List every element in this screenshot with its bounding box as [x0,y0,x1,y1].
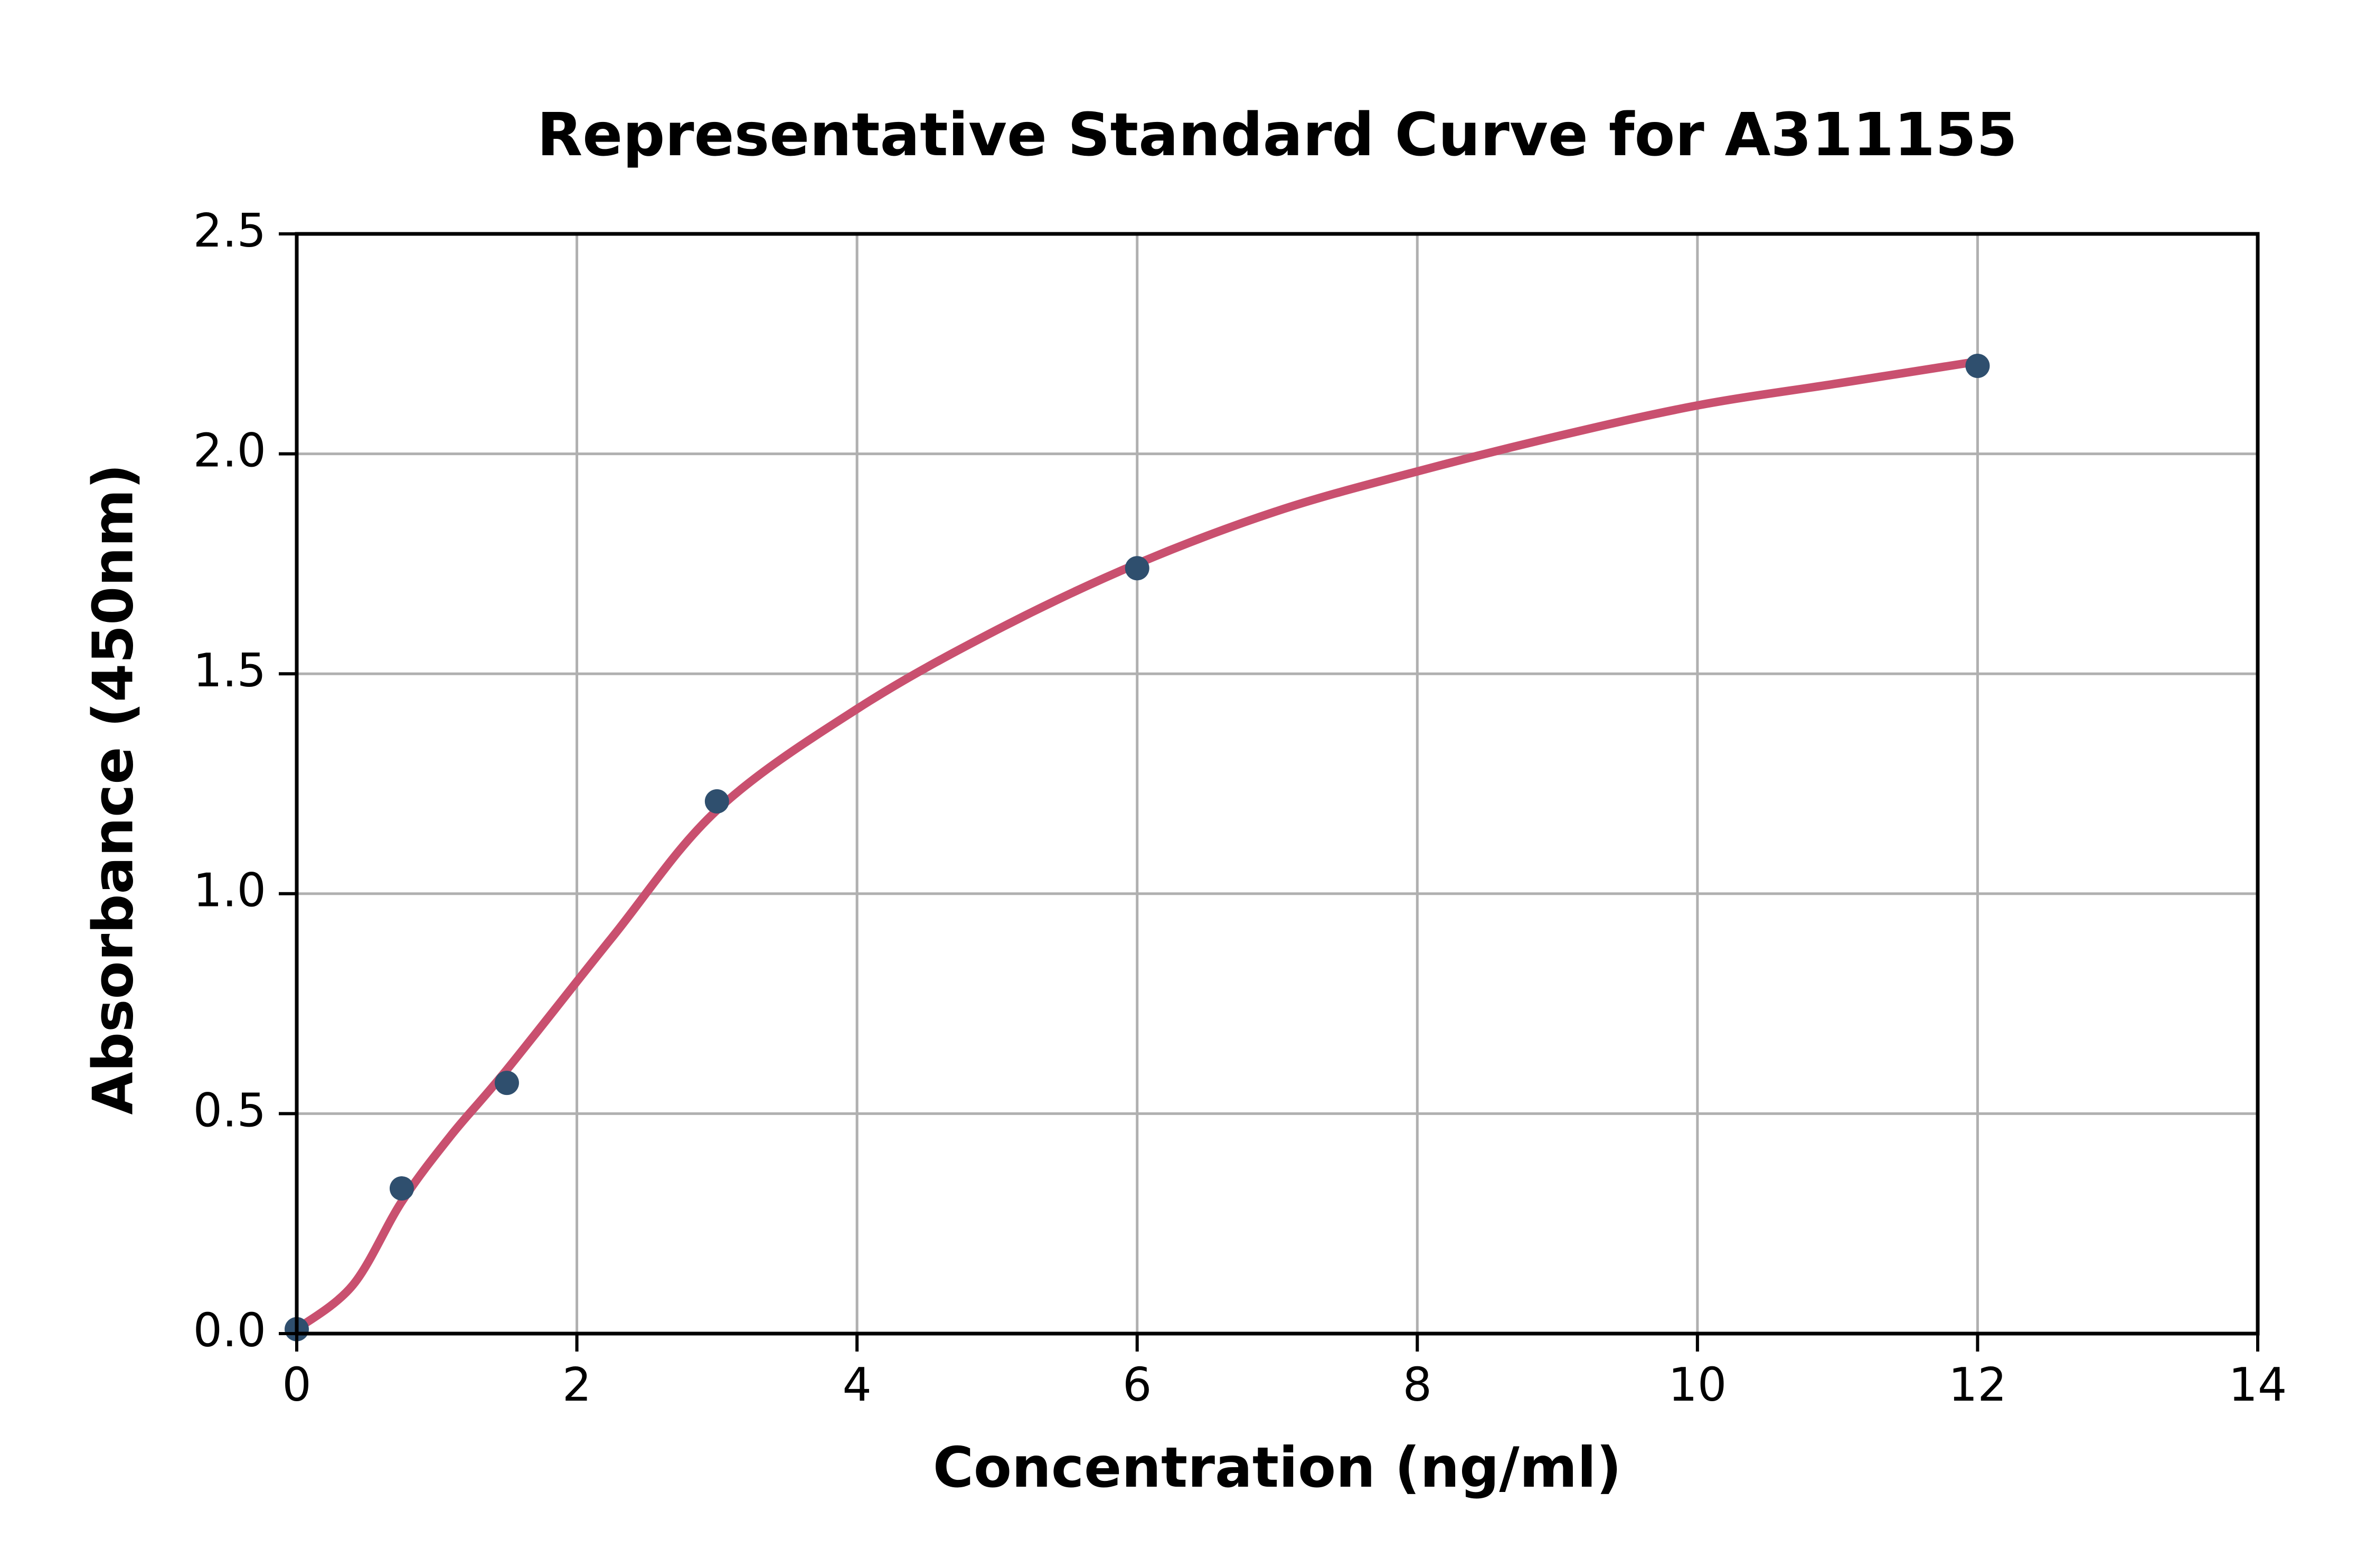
y-tick-label: 1.5 [193,644,266,697]
y-tick-label: 2.5 [193,204,266,258]
x-tick-label: 8 [1403,1358,1432,1412]
x-axis-label: Concentration (ng/ml) [932,1435,1622,1500]
data-point [494,1071,519,1095]
y-tick-label: 0.0 [193,1303,266,1357]
data-point [1125,556,1149,581]
x-tick-label: 4 [842,1358,871,1412]
data-point [1965,353,1990,378]
x-tick-label: 0 [282,1358,311,1412]
x-tick-label: 14 [2229,1358,2287,1412]
x-tick-label: 12 [1948,1358,2007,1412]
chart-title: Representative Standard Curve for A31115… [537,101,2017,169]
axes-frame [295,232,2260,1336]
x-tick-label: 10 [1668,1358,1727,1412]
data-point [389,1176,414,1201]
y-tick-label: 1.0 [193,864,266,918]
x-tick-label: 2 [562,1358,591,1412]
y-tick-label: 2.0 [193,424,266,478]
y-tick-label: 0.5 [193,1083,266,1137]
x-tick-label: 6 [1123,1358,1152,1412]
data-point [704,789,729,814]
fit-curve-line [293,357,1982,1334]
